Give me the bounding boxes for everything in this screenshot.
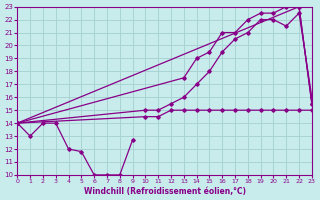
X-axis label: Windchill (Refroidissement éolien,°C): Windchill (Refroidissement éolien,°C)	[84, 187, 245, 196]
